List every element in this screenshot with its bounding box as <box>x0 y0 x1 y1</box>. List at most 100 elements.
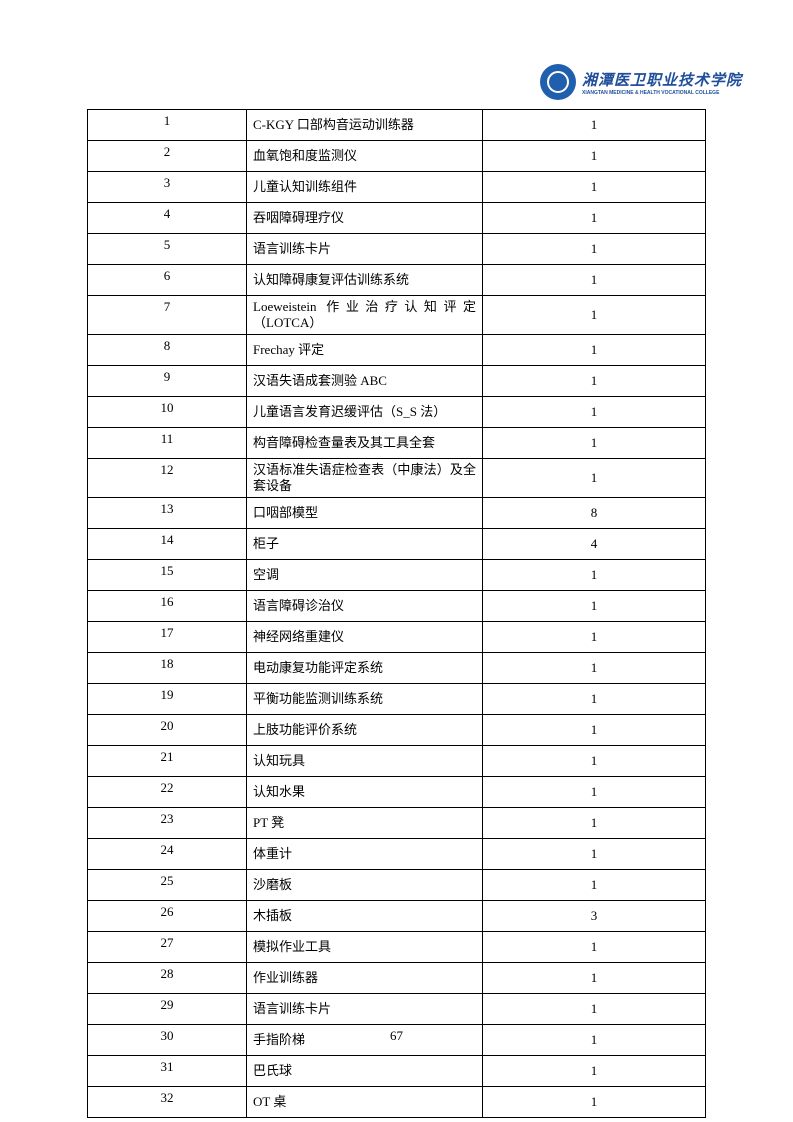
equipment-name: 沙磨板 <box>246 869 483 901</box>
row-number: 27 <box>87 931 247 963</box>
equipment-name: 语言障碍诊治仪 <box>246 590 483 622</box>
quantity: 1 <box>482 559 706 591</box>
equipment-name: 汉语失语成套测验 ABC <box>246 365 483 397</box>
table-row: 26 木插板 3 <box>87 900 706 932</box>
quantity: 1 <box>482 590 706 622</box>
college-seal-icon <box>540 64 576 100</box>
quantity: 1 <box>482 745 706 777</box>
quantity: 3 <box>482 900 706 932</box>
equipment-name: 吞咽障碍理疗仪 <box>246 202 483 234</box>
equipment-name: 体重计 <box>246 838 483 870</box>
equipment-name: 认知水果 <box>246 776 483 808</box>
equipment-name: C-KGY 口部构音运动训练器 <box>246 109 483 141</box>
row-number: 28 <box>87 962 247 994</box>
equipment-name: 神经网络重建仪 <box>246 621 483 653</box>
quantity: 1 <box>482 838 706 870</box>
table-row: 11 构音障碍检查量表及其工具全套 1 <box>87 427 706 459</box>
quantity: 1 <box>482 776 706 808</box>
logo-english-name: XIANGTAN MEDICINE & HEALTH VOCATIONAL CO… <box>582 89 720 96</box>
table-row: 8 Frechay 评定 1 <box>87 334 706 366</box>
table-row: 28 作业训练器 1 <box>87 962 706 994</box>
row-number: 15 <box>87 559 247 591</box>
equipment-name: 血氧饱和度监测仪 <box>246 140 483 172</box>
quantity: 1 <box>482 458 706 498</box>
equipment-name: 口咽部模型 <box>246 497 483 529</box>
logo-chinese-name: 湘潭医卫职业技术学院 <box>582 70 743 89</box>
quantity: 1 <box>482 295 706 335</box>
quantity: 1 <box>482 109 706 141</box>
equipment-name: 语言训练卡片 <box>246 233 483 265</box>
quantity: 1 <box>482 264 706 296</box>
row-number: 3 <box>87 171 247 203</box>
table-row: 6 认知障碍康复评估训练系统 1 <box>87 264 706 296</box>
table-row: 31 巴氏球 1 <box>87 1055 706 1087</box>
quantity: 8 <box>482 497 706 529</box>
equipment-name: 模拟作业工具 <box>246 931 483 963</box>
quantity: 1 <box>482 621 706 653</box>
row-number: 1 <box>87 109 247 141</box>
table-row: 18 电动康复功能评定系统 1 <box>87 652 706 684</box>
table-row: 30 手指阶梯 1 <box>87 1024 706 1056</box>
row-number: 17 <box>87 621 247 653</box>
row-number: 26 <box>87 900 247 932</box>
quantity: 1 <box>482 140 706 172</box>
table-row: 7 Loeweistein 作业治疗认知评定（LOTCA） 1 <box>87 295 706 335</box>
quantity: 1 <box>482 202 706 234</box>
row-number: 11 <box>87 427 247 459</box>
row-number: 19 <box>87 683 247 715</box>
equipment-name: 儿童认知训练组件 <box>246 171 483 203</box>
row-number: 30 <box>87 1024 247 1056</box>
quantity: 1 <box>482 1086 706 1118</box>
table-row: 4 吞咽障碍理疗仪 1 <box>87 202 706 234</box>
equipment-name: OT 桌 <box>246 1086 483 1118</box>
row-number: 12 <box>87 458 247 498</box>
row-number: 13 <box>87 497 247 529</box>
equipment-name: 认知障碍康复评估训练系统 <box>246 264 483 296</box>
row-number: 25 <box>87 869 247 901</box>
equipment-name: Loeweistein 作业治疗认知评定（LOTCA） <box>246 295 483 335</box>
equipment-name: 平衡功能监测训练系统 <box>246 683 483 715</box>
table-row: 21 认知玩具 1 <box>87 745 706 777</box>
table-row: 25 沙磨板 1 <box>87 869 706 901</box>
row-number: 14 <box>87 528 247 560</box>
page-number: 67 <box>390 1028 403 1043</box>
equipment-name: PT 凳 <box>246 807 483 839</box>
table-row: 22 认知水果 1 <box>87 776 706 808</box>
row-number: 2 <box>87 140 247 172</box>
row-number: 7 <box>87 295 247 335</box>
equipment-name: 认知玩具 <box>246 745 483 777</box>
equipment-name: 巴氏球 <box>246 1055 483 1087</box>
quantity: 1 <box>482 171 706 203</box>
row-number: 24 <box>87 838 247 870</box>
row-number: 23 <box>87 807 247 839</box>
table-row: 14 柜子 4 <box>87 528 706 560</box>
row-number: 6 <box>87 264 247 296</box>
table-row: 12 汉语标准失语症检查表（中康法）及全套设备 1 <box>87 458 706 498</box>
quantity: 4 <box>482 528 706 560</box>
table-row: 20 上肢功能评价系统 1 <box>87 714 706 746</box>
row-number: 5 <box>87 233 247 265</box>
equipment-name: Frechay 评定 <box>246 334 483 366</box>
quantity: 1 <box>482 365 706 397</box>
quantity: 1 <box>482 1055 706 1087</box>
table-row: 2 血氧饱和度监测仪 1 <box>87 140 706 172</box>
table-row: 24 体重计 1 <box>87 838 706 870</box>
table-row: 27 模拟作业工具 1 <box>87 931 706 963</box>
row-number: 21 <box>87 745 247 777</box>
table-row: 19 平衡功能监测训练系统 1 <box>87 683 706 715</box>
row-number: 16 <box>87 590 247 622</box>
quantity: 1 <box>482 931 706 963</box>
quantity: 1 <box>482 334 706 366</box>
row-number: 4 <box>87 202 247 234</box>
quantity: 1 <box>482 683 706 715</box>
equipment-name: 电动康复功能评定系统 <box>246 652 483 684</box>
row-number: 20 <box>87 714 247 746</box>
table-row: 9 汉语失语成套测验 ABC 1 <box>87 365 706 397</box>
quantity: 1 <box>482 652 706 684</box>
quantity: 1 <box>482 714 706 746</box>
equipment-name: 语言训练卡片 <box>246 993 483 1025</box>
quantity: 1 <box>482 807 706 839</box>
table-row: 5 语言训练卡片 1 <box>87 233 706 265</box>
